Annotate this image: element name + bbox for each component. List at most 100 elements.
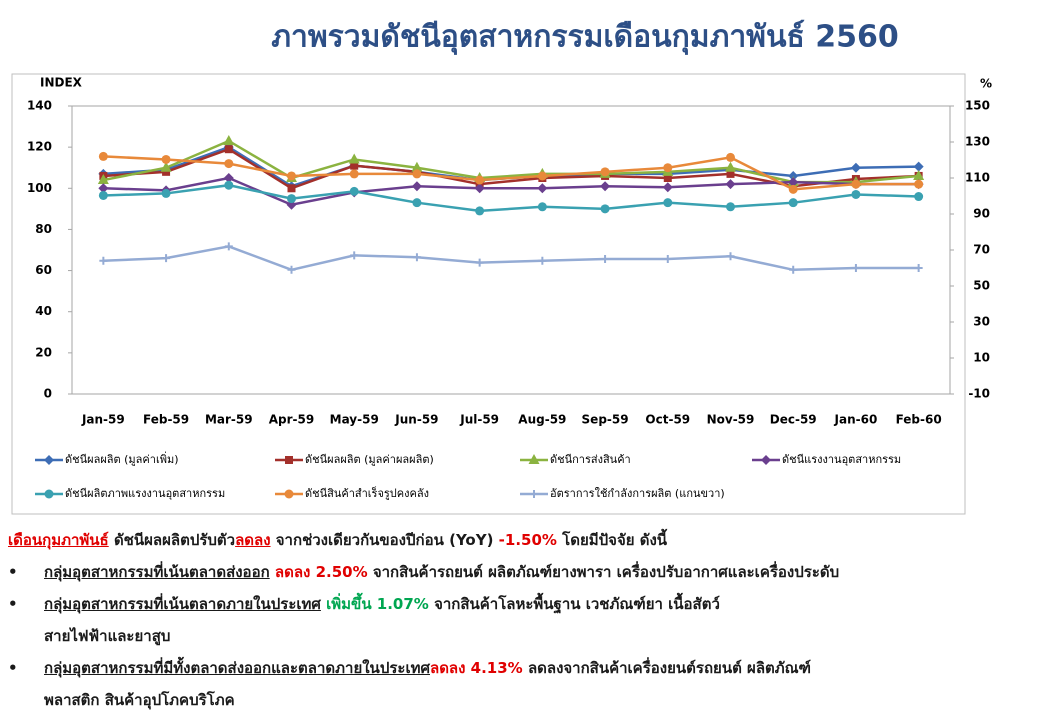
text-segment: จากสินค้ารถยนต์ ผลิตภัณฑ์ยางพารา เครื่อง… <box>367 563 840 581</box>
marker <box>726 169 735 178</box>
y2-tick-label: 130 <box>965 135 990 149</box>
marker <box>224 242 233 251</box>
marker <box>475 175 485 185</box>
y2-tick-label: 50 <box>973 279 990 293</box>
text-segment: -1.50% <box>498 531 557 549</box>
text-segment: สายไฟฟ้าและยาสูบ <box>44 627 171 645</box>
y-tick-label: 40 <box>35 304 52 318</box>
marker <box>914 192 924 202</box>
marker <box>475 206 485 216</box>
legend-label: ดัชนีการส่งสินค้า <box>550 453 631 466</box>
x-tick-label: Feb-59 <box>143 413 189 427</box>
x-tick-label: Mar-59 <box>205 413 253 427</box>
text-segment: ลดลงจากสินค้าเครื่องยนต์รถยนต์ ผลิตภัณฑ์ <box>522 659 812 677</box>
bullet-line: พลาสติก สินค้าอุปโภคบริโภค <box>8 684 1038 716</box>
series-line <box>103 155 919 191</box>
series-line <box>103 245 919 272</box>
marker <box>161 188 171 198</box>
y2-tick-label: 30 <box>973 315 990 329</box>
x-tick-label: May-59 <box>330 413 379 427</box>
text-segment: ลดลง 2.50% <box>269 563 368 581</box>
text-segment: ลดลง 4.13% <box>430 659 523 677</box>
marker <box>475 258 484 267</box>
legend-item: อัตราการใช้กำลังการผลิต (แกนขวา) <box>520 487 725 500</box>
marker <box>914 179 924 189</box>
marker <box>788 170 799 181</box>
bullet-line: • กลุ่มอุตสาหกรรมที่มีทั้งตลาดส่งออกและตล… <box>8 652 1038 684</box>
text-segment: ดัชนีผลผลิตปรับตัว <box>108 531 236 549</box>
y2-tick-label: 90 <box>973 207 990 221</box>
legend-item: ดัชนีผลผลิต (มูลค่าเพิ่ม) <box>35 451 179 466</box>
marker <box>224 159 234 169</box>
bullet: • <box>8 659 18 677</box>
bullet: • <box>8 595 18 613</box>
legend-item: ดัชนีแรงงานอุตสาหกรรม <box>752 453 901 466</box>
marker <box>789 265 798 274</box>
marker <box>44 455 54 465</box>
x-tick-label: Jan-60 <box>834 413 878 427</box>
series-line <box>103 183 919 213</box>
notes: เดือนกุมภาพันธ์ ดัชนีผลผลิตปรับตัวลดลง จ… <box>8 524 1038 716</box>
marker <box>412 169 422 179</box>
legend-item: ดัชนีการส่งสินค้า <box>520 453 631 466</box>
marker <box>287 265 296 274</box>
summary-line: เดือนกุมภาพันธ์ ดัชนีผลผลิตปรับตัวลดลง จ… <box>8 524 1038 556</box>
marker <box>788 198 798 208</box>
text-segment: พลาสติก สินค้าอุปโภคบริโภค <box>44 691 235 709</box>
marker <box>162 254 171 263</box>
marker <box>663 163 673 173</box>
marker <box>412 198 422 208</box>
y-tick-label: 0 <box>44 387 52 401</box>
legend-label: อัตราการใช้กำลังการผลิต (แกนขวา) <box>550 487 725 500</box>
legend-label: ดัชนีผลิตภาพแรงงานอุตสาหกรรม <box>65 487 225 500</box>
marker <box>287 184 296 193</box>
marker <box>761 455 771 465</box>
marker <box>98 183 109 194</box>
marker <box>474 183 485 194</box>
marker <box>287 194 296 204</box>
marker <box>411 161 423 172</box>
x-tick-label: Aug-59 <box>518 413 566 427</box>
marker <box>530 490 538 498</box>
x-tick-label: Nov-59 <box>707 413 755 427</box>
x-tick-label: Jan-59 <box>81 413 125 427</box>
marker <box>348 153 360 164</box>
bullet-line: • กลุ่มอุตสาหกรรมที่เน้นตลาดภายในประเทศ เ… <box>8 588 1038 620</box>
marker <box>97 174 109 185</box>
marker <box>725 179 736 190</box>
legend-item: ดัชนีผลผลิต (มูลค่าผลผลิต) <box>275 453 434 466</box>
x-tick-label: Dec-59 <box>770 413 817 427</box>
x-tick-label: Jul-59 <box>459 413 499 427</box>
series-line <box>103 176 919 207</box>
marker <box>788 177 799 188</box>
y2-tick-label: 110 <box>965 171 990 185</box>
y-axis-label: INDEX <box>40 76 83 90</box>
marker <box>914 264 923 272</box>
text-segment: จากช่วงเดียวกันของปีก่อน (YoY) <box>270 531 499 549</box>
marker <box>913 161 924 172</box>
legend-label: ดัชนีแรงงานอุตสาหกรรม <box>782 453 901 466</box>
marker <box>537 171 547 181</box>
marker <box>411 181 422 192</box>
marker <box>538 256 547 265</box>
marker <box>663 174 672 182</box>
text-segment: ลดลง <box>235 531 271 549</box>
marker <box>98 190 108 200</box>
marker <box>161 154 171 164</box>
text-segment: เพิ่มขึ้น 1.07% <box>320 595 429 613</box>
chart-title: ภาพรวมดัชนีอุตสาหกรรมเดือนกุมภาพันธ์ 256… <box>271 20 898 56</box>
legend-label: ดัชนีผลผลิต (มูลค่าเพิ่ม) <box>65 451 179 466</box>
text-segment: จากสินค้าโลหะพื้นฐาน เวชภัณฑ์ยา เนื้อสัต… <box>428 595 720 613</box>
marker <box>98 151 108 161</box>
y2-axis-label: % <box>980 77 992 91</box>
marker <box>726 252 735 261</box>
chart-frame <box>11 73 966 515</box>
marker <box>913 169 925 180</box>
marker <box>788 184 798 194</box>
marker <box>285 456 293 464</box>
marker <box>600 181 611 192</box>
marker <box>224 180 234 190</box>
marker <box>726 202 735 212</box>
y-tick-label: 140 <box>27 99 52 113</box>
